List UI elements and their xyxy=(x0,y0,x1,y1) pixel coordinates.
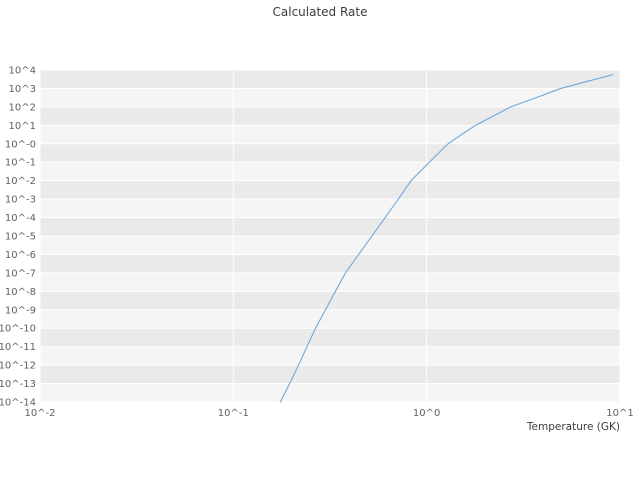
decade-band xyxy=(40,125,620,144)
y-tick-label: 10^2 xyxy=(9,102,36,113)
decade-band xyxy=(40,383,620,402)
y-tick-label: 10^4 xyxy=(9,66,36,77)
x-tick-label: 10^-1 xyxy=(218,408,249,419)
decade-band xyxy=(40,365,620,384)
decade-band xyxy=(40,106,620,126)
y-tick-label: 10^3 xyxy=(9,84,36,95)
y-tick-label: 10^-2 xyxy=(5,176,36,187)
y-tick-label: 10^-10 xyxy=(0,324,36,335)
x-tick-labels: 10^-2 10^-1 10^0 10^1 xyxy=(24,408,633,419)
y-tick-label: 10^-13 xyxy=(0,379,36,390)
decade-band xyxy=(40,143,620,163)
decade-band xyxy=(40,217,620,236)
y-tick-label: 10^-1 xyxy=(5,158,36,169)
x-tick-label: 10^-2 xyxy=(24,408,55,419)
gridlines xyxy=(39,69,621,403)
y-tick-label: 10^-12 xyxy=(0,361,36,372)
y-tick-label: 10^-5 xyxy=(5,232,36,243)
decade-band xyxy=(40,236,620,255)
y-tick-labels: 10^4 10^3 10^2 10^1 10^-0 10^-1 10^-2 10^-3 10^-… xyxy=(0,66,36,409)
decade-band xyxy=(40,162,620,181)
chart-title: Calculated Rate xyxy=(272,5,368,19)
decade-band xyxy=(40,199,620,218)
x-tick-label: 10^0 xyxy=(413,408,440,419)
y-tick-label: 10^-9 xyxy=(5,305,36,316)
y-tick-label: 10^-3 xyxy=(5,195,36,206)
decade-band xyxy=(40,309,620,329)
x-axis-label: Temperature (GK) xyxy=(526,421,620,433)
decade-band xyxy=(40,180,620,200)
y-tick-label: 10^-8 xyxy=(5,287,36,298)
y-tick-label: 10^-4 xyxy=(5,213,36,224)
decade-band xyxy=(40,70,620,89)
y-tick-label: 10^-11 xyxy=(0,342,36,353)
decade-band xyxy=(40,346,620,366)
background-bands xyxy=(40,70,620,402)
decade-band xyxy=(40,88,620,107)
y-tick-label: 10^-0 xyxy=(5,139,36,150)
y-tick-label: 10^-14 xyxy=(0,398,36,409)
y-tick-label: 10^-7 xyxy=(5,268,36,279)
y-tick-label: 10^-6 xyxy=(5,250,36,261)
x-tick-label: 10^1 xyxy=(606,408,633,419)
decade-band xyxy=(40,254,620,273)
y-tick-label: 10^1 xyxy=(9,121,36,132)
decade-band xyxy=(40,328,620,347)
rate-curve xyxy=(279,74,614,403)
decade-band xyxy=(40,272,620,292)
